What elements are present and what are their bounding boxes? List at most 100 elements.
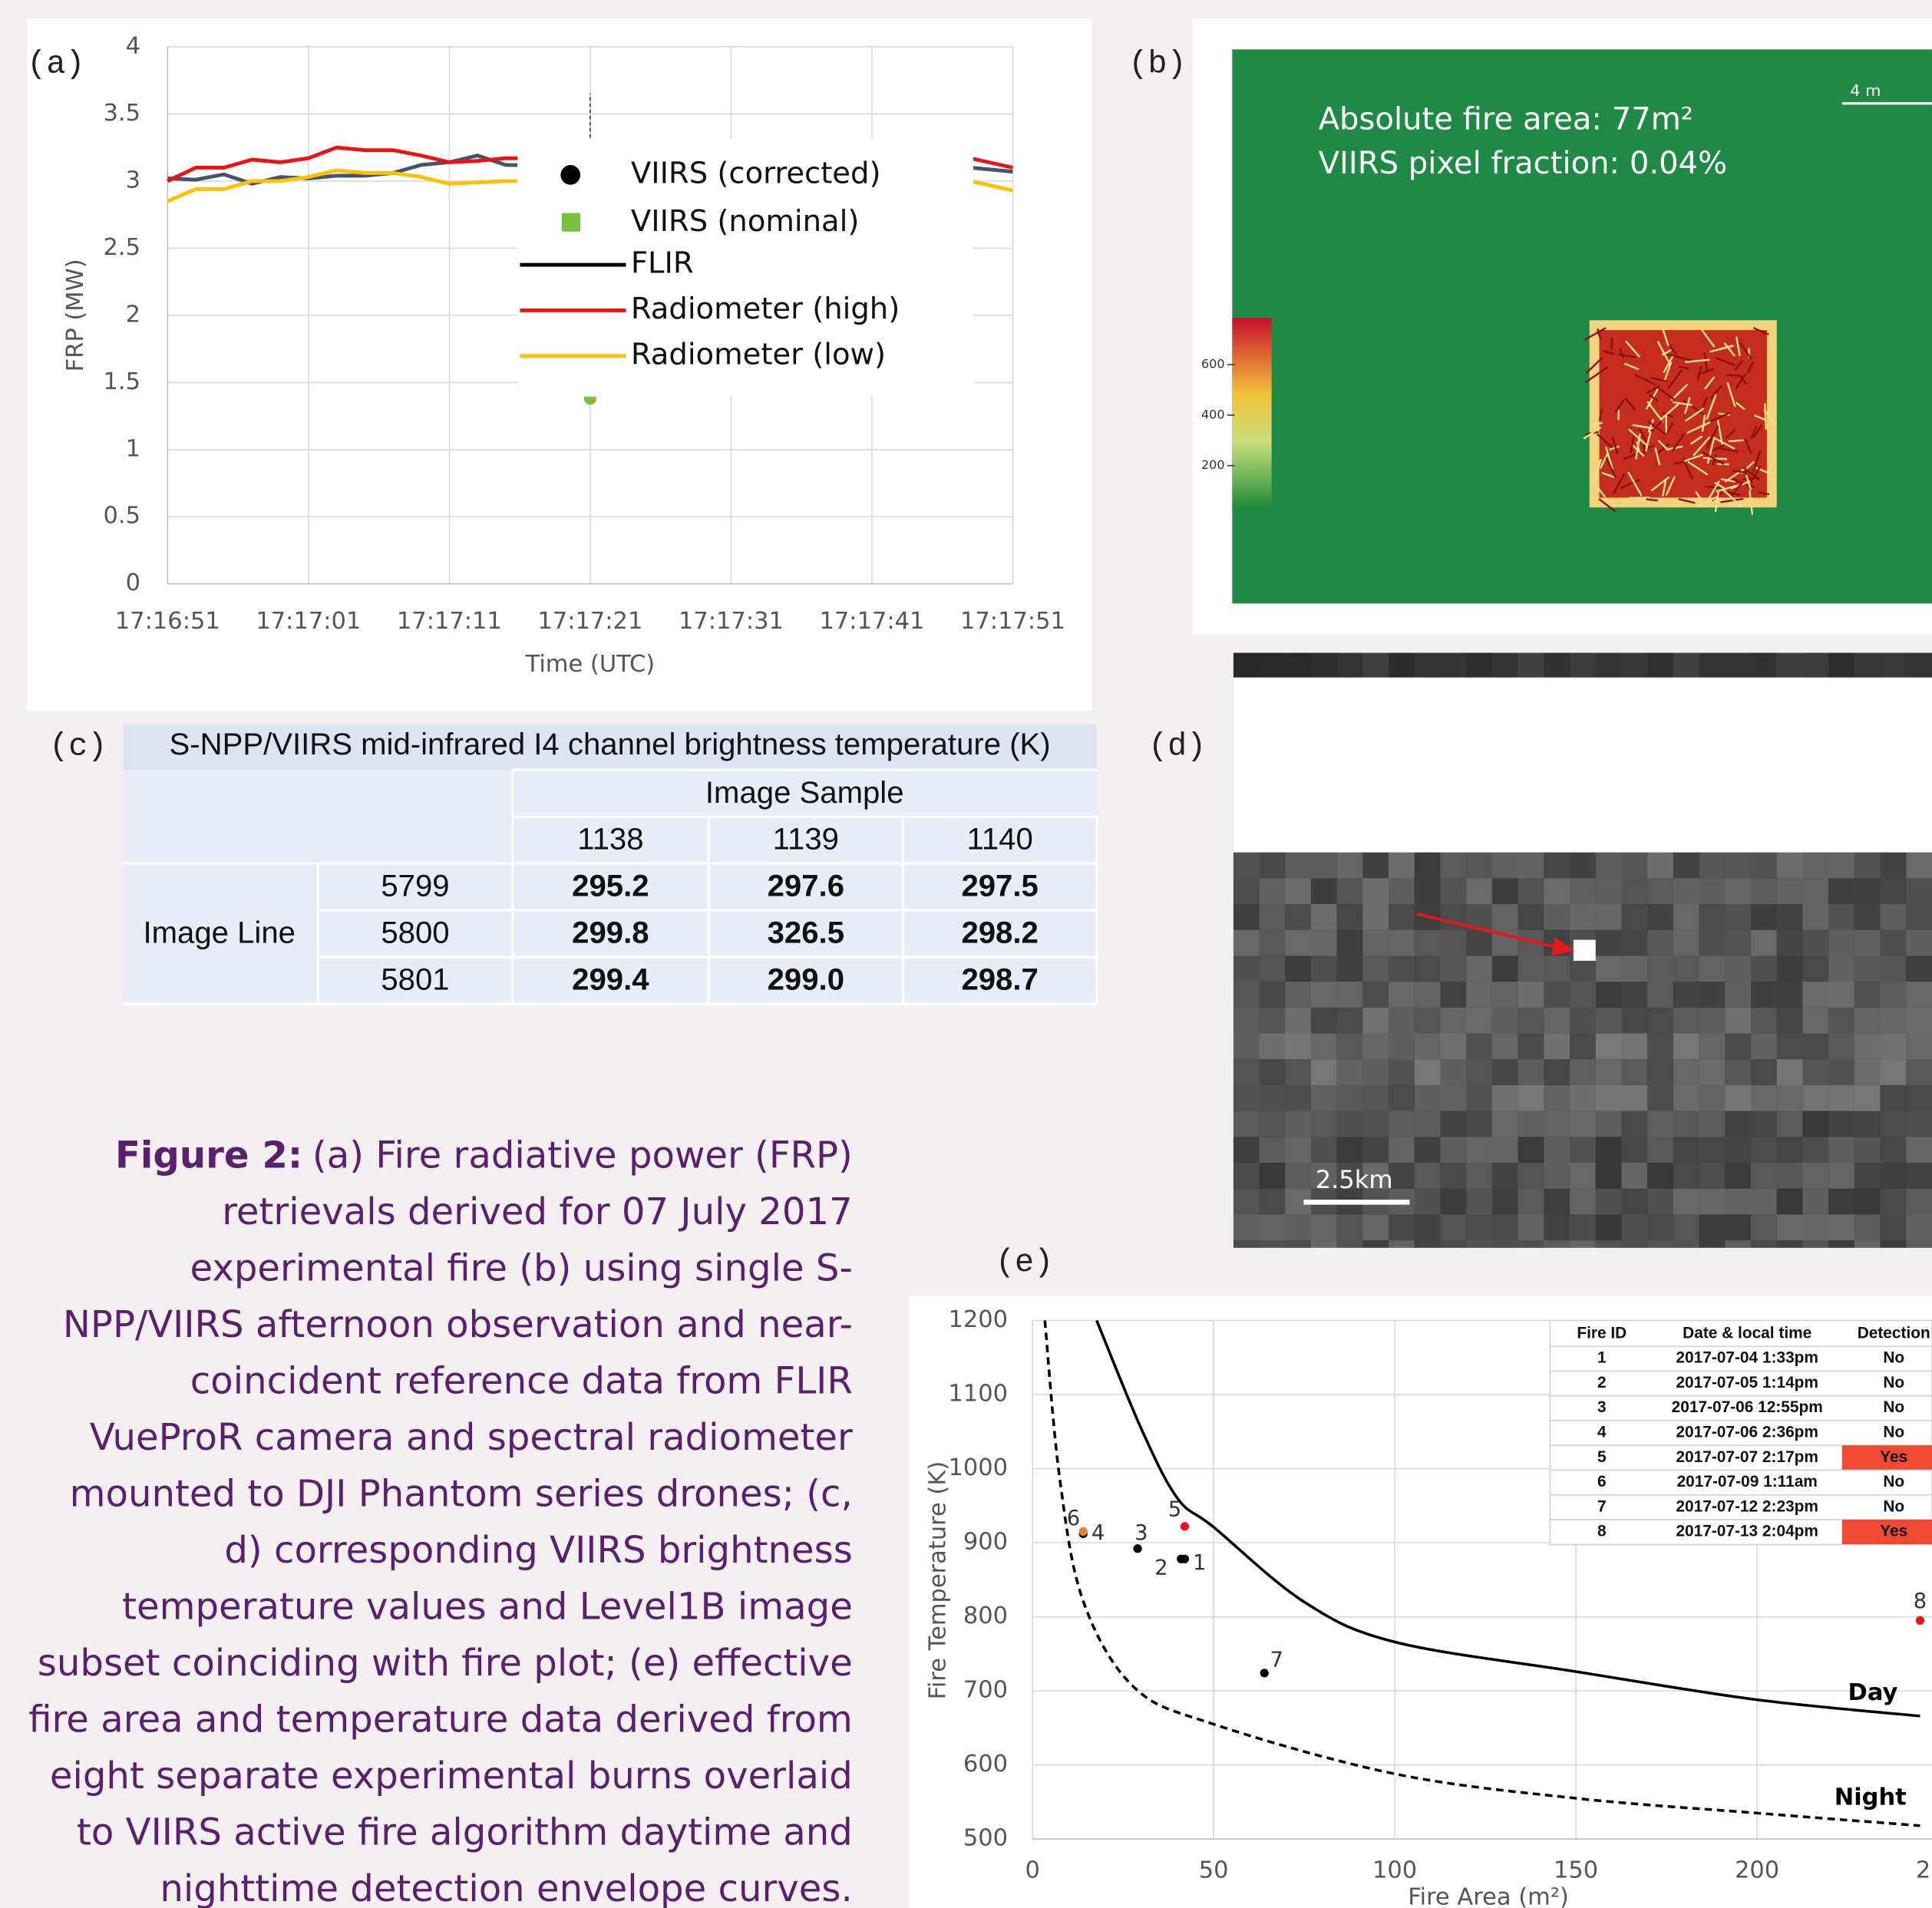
column-group: Image Sample: [705, 775, 904, 810]
inset-header: Detection: [1858, 1325, 1930, 1342]
table-cell: 295.2: [572, 869, 649, 903]
pixel: [1570, 1059, 1596, 1085]
pixel: [1725, 852, 1752, 879]
pixel: [1906, 929, 1932, 956]
pixel: [1828, 904, 1854, 930]
y-tick-label: 2: [126, 301, 140, 328]
pixel: [1751, 1084, 1777, 1111]
fuel-stroke: [1585, 356, 1603, 375]
pixel: [1336, 652, 1363, 678]
pixel: [1906, 1137, 1932, 1164]
pixel: [1233, 1163, 1260, 1189]
fuel-stroke: [1706, 394, 1717, 420]
pixel: [1906, 878, 1932, 905]
pixel: [1802, 852, 1829, 879]
inset-cell: 2017-07-04 1:33pm: [1676, 1349, 1818, 1367]
pixel: [1440, 982, 1467, 1008]
fuel-stroke: [1707, 480, 1720, 500]
fuel-stroke: [1649, 394, 1659, 402]
pixel: [1440, 1240, 1467, 1248]
pixel: [1310, 1033, 1337, 1060]
pixel: [1440, 652, 1467, 678]
pixel: [1285, 1240, 1311, 1248]
pixel: [1776, 852, 1803, 879]
pixel: [1802, 1163, 1829, 1189]
caption-text: nighttime detection envelope curves.: [160, 1867, 852, 1908]
fuel-stroke: [1683, 454, 1704, 463]
pixel: [1673, 852, 1699, 879]
pixel: [1725, 1137, 1752, 1164]
fuel-stroke: [1584, 327, 1607, 342]
pixel: [1336, 929, 1363, 956]
pixel: [1310, 982, 1337, 1008]
pixel: [1854, 1059, 1881, 1085]
pixel: [1491, 1059, 1518, 1085]
pixel: [1673, 929, 1699, 956]
fuel-stroke: [1750, 425, 1758, 439]
fuel-stroke: [1720, 497, 1744, 503]
fuel-stroke: [1663, 355, 1674, 374]
fuel-stroke: [1726, 382, 1736, 408]
pixel: [1751, 929, 1777, 956]
pixel: [1647, 1111, 1673, 1137]
pixel: [1751, 1188, 1777, 1215]
fuel-stroke: [1596, 486, 1607, 498]
pixel: [1259, 1111, 1286, 1137]
pixel: [1880, 982, 1907, 1008]
pixel: [1544, 904, 1570, 930]
pixel: [1544, 1111, 1570, 1137]
fuel-stroke: [1735, 336, 1741, 357]
pixel: [1389, 1137, 1415, 1164]
fuel-stroke: [1711, 435, 1735, 450]
caption-text: subset coinciding with fire plot; (e) ef…: [38, 1642, 853, 1685]
y-tick-label: 900: [963, 1529, 1008, 1556]
pixel: [1414, 1059, 1441, 1085]
pixel: [1802, 878, 1829, 905]
pixel: [1802, 956, 1829, 982]
pixel: [1544, 1163, 1570, 1189]
fuel-stroke: [1609, 445, 1620, 451]
pixel: [1673, 956, 1699, 982]
fuel-stroke: [1709, 385, 1723, 399]
pixel: [1233, 1111, 1260, 1137]
caption-text: (a) Fire radiative power (FRP): [312, 1134, 853, 1177]
pixel: [1491, 1033, 1518, 1060]
panel-label: (b): [1128, 45, 1186, 82]
pixel: [1673, 652, 1699, 678]
point-label: 8: [1914, 1589, 1927, 1613]
x-tick-label: 50: [1199, 1857, 1229, 1883]
fire-point: [1133, 1544, 1142, 1553]
pixel: [1673, 1240, 1699, 1248]
pixel: [1389, 1059, 1415, 1085]
fuel-stroke: [1696, 366, 1702, 381]
pixel: [1259, 1137, 1286, 1164]
fuel-stroke: [1739, 342, 1752, 360]
fuel-stroke: [1638, 428, 1648, 444]
pixel: [1285, 1033, 1311, 1060]
pixel: [1647, 1084, 1673, 1111]
pixel: [1362, 852, 1389, 879]
pixel: [1647, 1059, 1673, 1085]
pixel: [1259, 1084, 1286, 1111]
pixel: [1389, 1084, 1415, 1111]
pixel: [1285, 652, 1311, 678]
legend-label: VIIRS (corrected): [631, 156, 881, 190]
pixel: [1673, 878, 1699, 905]
pixel: [1466, 1188, 1492, 1215]
pixel: [1880, 1240, 1907, 1248]
fuel-stroke: [1752, 424, 1762, 438]
pixel: [1336, 956, 1363, 982]
pixel: [1389, 904, 1415, 930]
fuel-stroke: [1700, 368, 1715, 375]
fuel-stroke: [1646, 420, 1666, 435]
fuel-stroke: [1620, 478, 1640, 490]
pixel: [1699, 1007, 1726, 1034]
pixel: [1828, 1137, 1854, 1164]
pixel: [1802, 1007, 1829, 1034]
inset-cell: No: [1883, 1398, 1904, 1416]
pixel: [1595, 878, 1622, 905]
pixel: [1725, 652, 1752, 678]
fuel-stroke: [1715, 345, 1734, 352]
pixel: [1751, 956, 1777, 982]
